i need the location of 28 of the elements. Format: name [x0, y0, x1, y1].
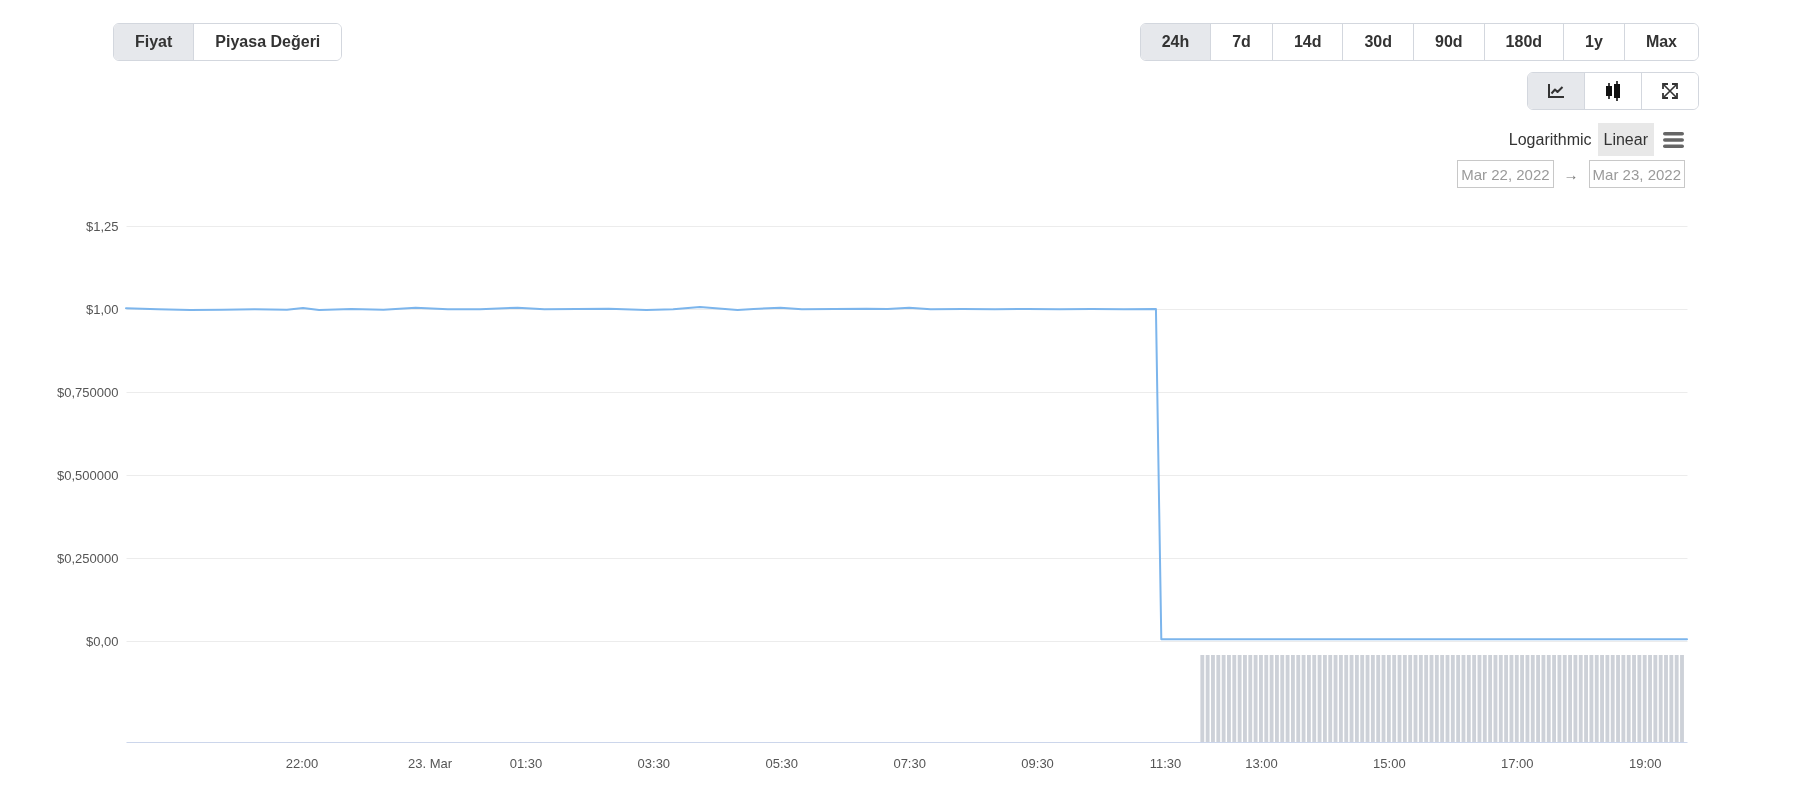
y-tick-label: $0,250000 — [57, 550, 119, 566]
line-series — [125, 306, 1688, 641]
x-tick-label: 13:00 — [1245, 755, 1278, 771]
x-tick-label: 19:00 — [1628, 755, 1662, 771]
y-tick-label: $1,00 — [85, 301, 119, 317]
date-field: Mar 23, 2022 — [1588, 160, 1685, 188]
range-button: 24h — [1140, 24, 1211, 60]
x-tick-label: 05:30 — [765, 755, 799, 771]
text: → — [1563, 165, 1579, 183]
y-tick-label: $0,00 — [85, 633, 119, 649]
tab-button: Piyasa Değeri — [193, 24, 342, 60]
x-tick-label: 01:30 — [509, 755, 543, 771]
x-tick-label: 17:00 — [1501, 755, 1534, 771]
x-tick-label: 22:00 — [285, 755, 319, 771]
y-tick-label: $0,500000 — [57, 467, 119, 483]
x-tick-label: 07:30 — [893, 755, 926, 771]
scale-label: Logarithmic — [1507, 130, 1593, 150]
tab-button: Fiyat — [114, 24, 194, 60]
x-tick-label: 11:30 — [1149, 755, 1182, 771]
y-tick-label: $0,750000 — [57, 384, 119, 400]
range-button: Max — [1623, 24, 1698, 60]
x-tick-label: 09:30 — [1021, 755, 1054, 771]
x-tick-label: 03:30 — [637, 755, 671, 771]
x-tick-label: 23. Mar — [407, 755, 453, 771]
x-tick-label: 15:00 — [1373, 755, 1406, 771]
date-field: Mar 22, 2022 — [1457, 160, 1554, 188]
scale-button: Linear — [1597, 123, 1654, 156]
y-tick-label: $1,25 — [85, 218, 119, 234]
